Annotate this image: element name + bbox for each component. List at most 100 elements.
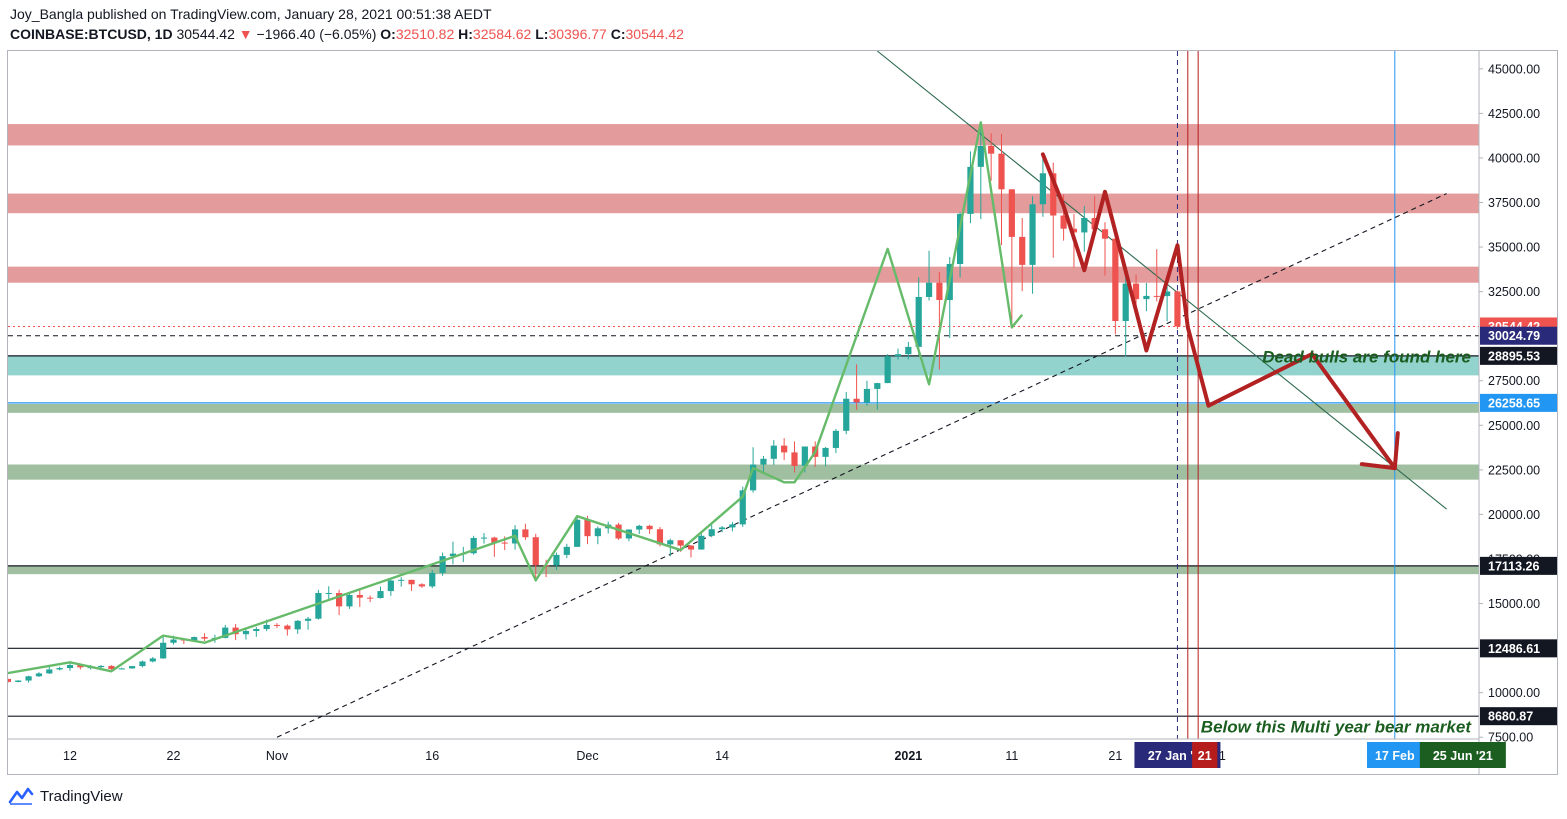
candle-body-93 bbox=[925, 282, 933, 297]
price-label-box-3 bbox=[1480, 393, 1557, 412]
candle-body-69 bbox=[677, 540, 684, 546]
chart-header: Joy_Bangla published on TradingView.com,… bbox=[10, 4, 684, 44]
candle-body-96 bbox=[957, 213, 964, 264]
zone-resistance-0 bbox=[8, 124, 1479, 146]
candle-body-37 bbox=[346, 594, 353, 607]
candle-body-47 bbox=[449, 553, 457, 557]
price-tick-label: 32500.00 bbox=[1488, 285, 1540, 299]
candle-body-115 bbox=[1153, 295, 1160, 297]
high-value: 32584.62 bbox=[472, 26, 532, 42]
candle-body-17 bbox=[139, 661, 146, 667]
candlestick-chart[interactable]: Dead bulls are found here Below this Mult… bbox=[8, 51, 1557, 774]
candle-body-91 bbox=[905, 346, 912, 355]
candle-body-116 bbox=[1164, 291, 1171, 297]
time-tick-label: 2021 bbox=[894, 749, 922, 763]
candle-body-30 bbox=[273, 624, 281, 626]
candle-body-43 bbox=[408, 579, 415, 585]
candle-body-94 bbox=[936, 282, 943, 300]
candle-body-110 bbox=[1101, 229, 1109, 239]
candle-body-11 bbox=[77, 665, 84, 668]
candle-body-117 bbox=[1174, 291, 1181, 327]
candle-body-16 bbox=[129, 666, 136, 669]
price-tick-label: 7500.00 bbox=[1488, 731, 1533, 745]
candle-body-107 bbox=[1070, 228, 1078, 233]
price-tick-label: 45000.00 bbox=[1488, 62, 1540, 76]
candle-body-57 bbox=[553, 554, 560, 566]
time-tick-label: 21 bbox=[1108, 749, 1122, 763]
candle-body-72 bbox=[708, 529, 715, 536]
candle-body-51 bbox=[491, 537, 498, 543]
symbol-name[interactable]: COINBASE:BTCUSD, 1D bbox=[10, 26, 173, 42]
candle-body-35 bbox=[325, 593, 332, 595]
candle-body-108 bbox=[1081, 218, 1088, 233]
candle-body-79 bbox=[781, 445, 788, 453]
chart-frame[interactable]: Dead bulls are found here Below this Mult… bbox=[7, 50, 1558, 775]
candle-body-112 bbox=[1122, 283, 1129, 322]
price-tick-label: 40000.00 bbox=[1488, 151, 1540, 165]
price-label-box-1 bbox=[1480, 326, 1557, 345]
candle-body-73 bbox=[718, 527, 726, 530]
zone-cyan-3 bbox=[8, 355, 1479, 376]
price-label-2: 28895.53 bbox=[1488, 349, 1540, 363]
zone-support-4 bbox=[8, 403, 1479, 413]
candle-body-106 bbox=[1060, 215, 1067, 229]
candle-body-6 bbox=[25, 676, 32, 681]
price-label-1: 30024.79 bbox=[1488, 329, 1540, 343]
candle-body-46 bbox=[439, 556, 446, 573]
price-label-4: 17113.26 bbox=[1488, 559, 1539, 573]
date-label-2: 17 Feb bbox=[1375, 749, 1415, 763]
candle-body-86 bbox=[853, 398, 860, 403]
candle-body-36 bbox=[336, 593, 343, 607]
date-label-3: 25 Jun '21 bbox=[1433, 749, 1493, 763]
candle-body-4 bbox=[8, 678, 11, 682]
price-label-6: 8680.87 bbox=[1488, 710, 1533, 724]
time-tick-label: 14 bbox=[715, 749, 729, 763]
tradingview-footer[interactable]: TradingView bbox=[8, 786, 123, 806]
candle-body-76 bbox=[750, 464, 757, 491]
candle-body-34 bbox=[315, 593, 322, 619]
price-label-5: 12486.61 bbox=[1488, 642, 1540, 656]
candle-body-68 bbox=[667, 540, 674, 545]
price-label-box-5 bbox=[1480, 639, 1557, 658]
time-tick-label: Nov bbox=[266, 749, 289, 763]
candle-body-10 bbox=[66, 665, 74, 669]
candle-body-38 bbox=[356, 594, 363, 598]
zone-resistance-1 bbox=[8, 193, 1479, 214]
candle-body-15 bbox=[118, 668, 125, 670]
price-label-box-6 bbox=[1480, 707, 1557, 726]
price-label-3: 26258.65 bbox=[1488, 396, 1540, 410]
candle-body-113 bbox=[1132, 283, 1140, 300]
candle-body-42 bbox=[398, 579, 405, 581]
low-value: 30396.77 bbox=[548, 26, 607, 42]
time-tick-label: 22 bbox=[167, 749, 181, 763]
candle-body-89 bbox=[884, 356, 891, 384]
open-value: 32510.82 bbox=[395, 26, 455, 42]
price-change: −1966.40 (−6.05%) bbox=[256, 26, 377, 42]
time-tick-label: 12 bbox=[63, 749, 77, 763]
candle-body-66 bbox=[646, 525, 653, 530]
candle-body-58 bbox=[563, 546, 570, 555]
candle-body-49 bbox=[470, 537, 477, 554]
candle-body-33 bbox=[304, 618, 312, 621]
zone-support-5 bbox=[8, 464, 1479, 480]
tradingview-logo-icon bbox=[8, 787, 34, 805]
candle-body-44 bbox=[418, 584, 425, 587]
candle-body-70 bbox=[687, 545, 695, 550]
candle-body-90 bbox=[894, 354, 902, 357]
candle-body-87 bbox=[863, 388, 871, 403]
green-pattern-path bbox=[8, 121, 1024, 675]
symbol-row: COINBASE:BTCUSD, 1D 30544.42 ▼ −1966.40 … bbox=[10, 24, 684, 44]
candle-body-85 bbox=[843, 398, 850, 431]
candle-body-75 bbox=[739, 490, 746, 525]
candle-body-103 bbox=[1029, 204, 1036, 265]
high-label: H: bbox=[458, 26, 473, 42]
candle-body-5 bbox=[15, 680, 22, 682]
candle-body-14 bbox=[108, 665, 115, 669]
candle-body-55 bbox=[532, 537, 539, 566]
candle-body-74 bbox=[729, 524, 736, 528]
time-tick-label: Dec bbox=[576, 749, 598, 763]
candle-body-99 bbox=[988, 146, 995, 154]
price-tick-label: 20000.00 bbox=[1488, 508, 1540, 522]
annotation-1: Below this Multi year bear market bbox=[1201, 718, 1473, 737]
date-label-box-3 bbox=[1419, 742, 1506, 768]
